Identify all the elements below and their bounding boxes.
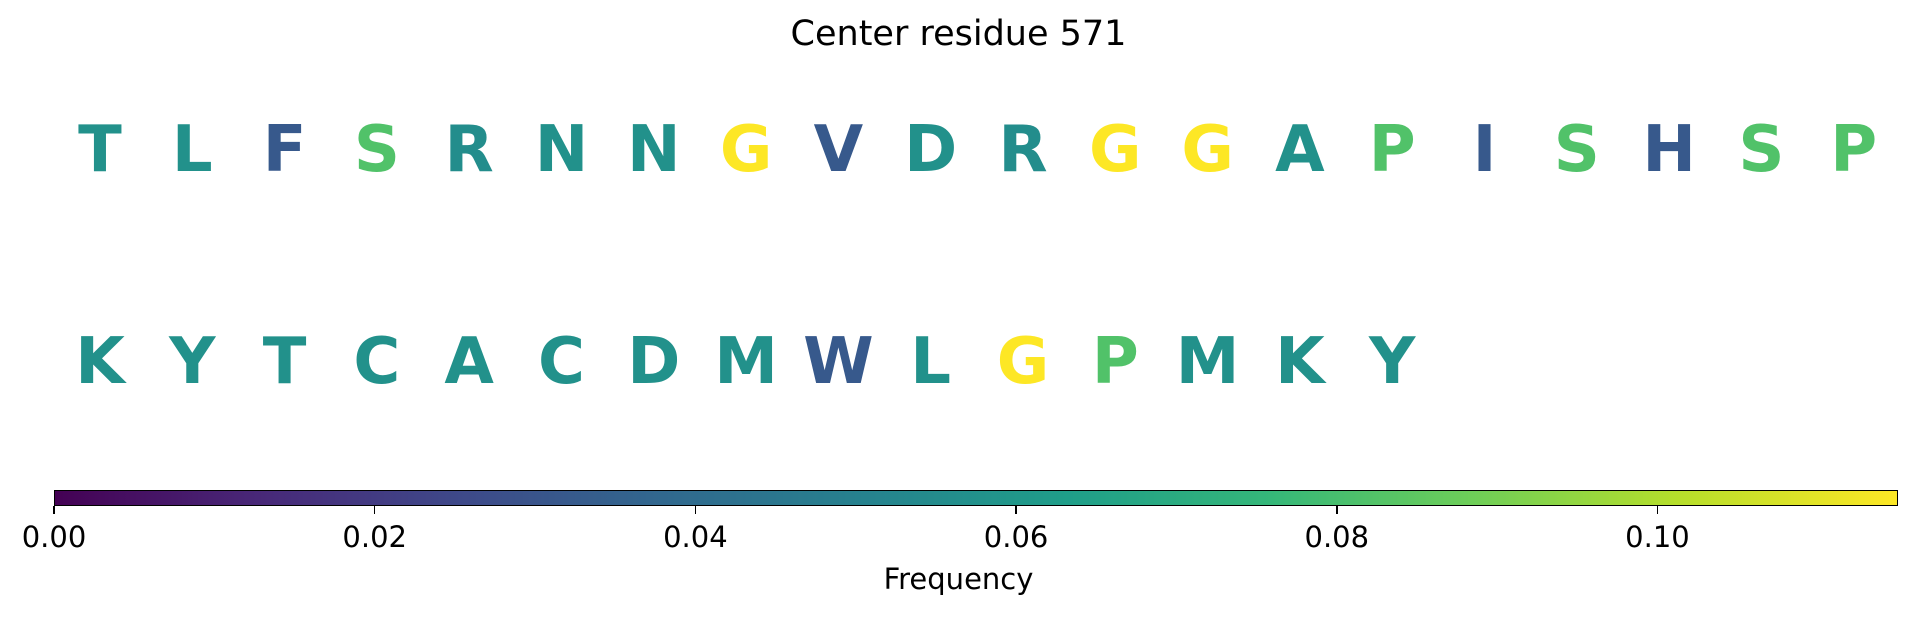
chart-title: Center residue 571: [790, 14, 1127, 54]
residue-letter: F: [262, 113, 307, 187]
colorbar-tick: [1015, 506, 1017, 514]
residue-letter: V: [813, 113, 864, 187]
residue-letter: Y: [169, 325, 216, 399]
colorbar-tick-label: 0.08: [1304, 520, 1370, 554]
residue-letter: S: [1738, 113, 1785, 187]
colorbar-tick: [53, 506, 55, 514]
residue-letter: M: [1175, 325, 1240, 399]
residue-letter: R: [444, 113, 494, 187]
residue-letter: G: [719, 113, 773, 187]
residue-letter: S: [353, 113, 400, 187]
residue-letter: N: [627, 113, 681, 187]
residue-letter: P: [1830, 113, 1878, 187]
colorbar-tick-label: 0.10: [1625, 520, 1690, 554]
residue-letter: I: [1472, 113, 1497, 187]
residue-letter: M: [714, 325, 778, 399]
colorbar-tick: [373, 506, 376, 514]
residue-letter: S: [1553, 113, 1600, 187]
residue-letter: P: [1091, 325, 1139, 399]
residue-letter: G: [1181, 113, 1234, 187]
residue-letter: R: [998, 113, 1048, 187]
residue-letter: C: [353, 325, 401, 399]
residue-letter: C: [538, 325, 585, 399]
colorbar-label: Frequency: [883, 562, 1034, 596]
colorbar-tick-label: 0.04: [663, 520, 728, 554]
residue-letter: L: [910, 325, 952, 399]
residue-letter: Y: [1369, 325, 1416, 399]
residue-letter: P: [1368, 113, 1416, 187]
colorbar-tick: [1336, 506, 1338, 514]
colorbar-axis: 0.00 0.02 0.04 0.06 0.08 0.10: [0, 506, 1917, 616]
residue-letter: W: [803, 325, 874, 399]
residue-letter: D: [627, 325, 681, 399]
residue-letter: G: [996, 325, 1050, 399]
residue-letter: A: [444, 325, 494, 399]
residue-letter: L: [171, 113, 213, 187]
colorbar-tick-label: 0.02: [342, 520, 407, 554]
colorbar-tick: [694, 506, 697, 514]
residue-letter: T: [262, 325, 307, 399]
colorbar-tick-label: 0.00: [21, 520, 87, 554]
colorbar-tick-label: 0.06: [983, 520, 1049, 554]
residue-letter: A: [1275, 113, 1325, 187]
residue-letter: K: [75, 325, 125, 399]
residue-letter: K: [1275, 325, 1325, 399]
residue-letter: T: [78, 113, 122, 187]
residue-letter: G: [1089, 113, 1142, 187]
residue-letter: D: [904, 113, 958, 187]
residue-letter: H: [1642, 113, 1696, 187]
colorbar: [54, 490, 1898, 506]
colorbar-tick: [1656, 506, 1659, 514]
residue-letter: N: [534, 113, 589, 187]
